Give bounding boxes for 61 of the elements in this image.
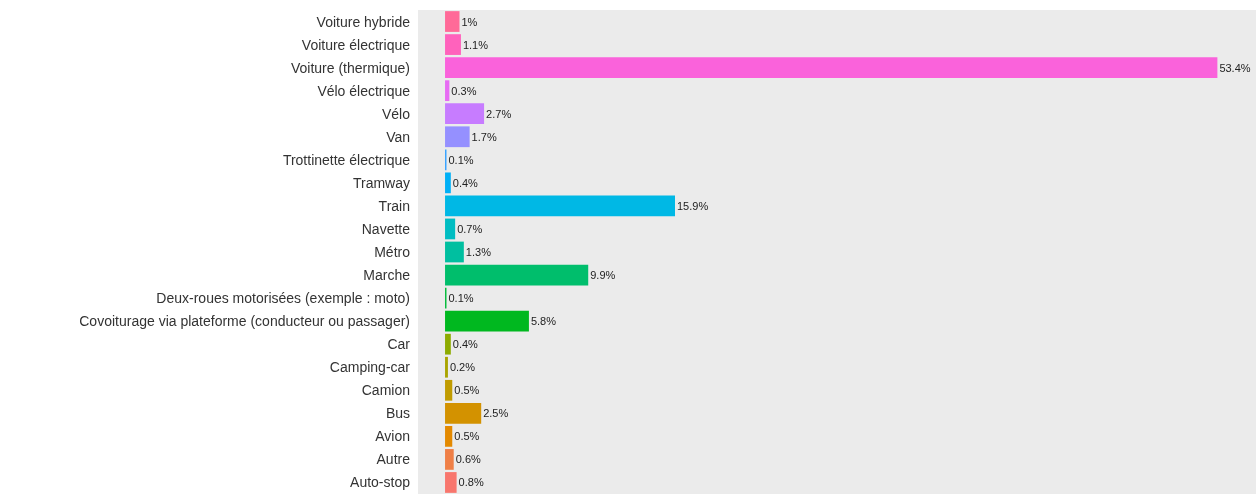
- data-label: 1.1%: [462, 38, 489, 51]
- y-tick-label: Marche: [363, 267, 411, 284]
- y-tick-label: Auto-stop: [350, 474, 411, 491]
- bar: [445, 57, 1218, 78]
- bar: [445, 333, 451, 355]
- bar: [445, 449, 454, 470]
- data-label: 0.5%: [454, 384, 480, 397]
- y-tick-label: Voiture électrique: [301, 36, 411, 53]
- y-tick-label: Métro: [374, 244, 411, 260]
- bar: [445, 126, 470, 148]
- data-label: 1.7%: [471, 130, 497, 143]
- bar: [445, 426, 453, 447]
- y-tick-label: Voiture hybride: [316, 13, 411, 30]
- bar: [445, 241, 464, 263]
- y-tick-label: Van: [386, 128, 410, 145]
- data-label: 2.7%: [486, 107, 512, 120]
- data-label: 0.4%: [452, 338, 479, 351]
- data-label: 53.4%: [1219, 61, 1251, 74]
- data-label: 0.3%: [451, 84, 477, 97]
- bar: [445, 356, 448, 378]
- bar: [445, 172, 451, 194]
- data-label: 0.7%: [457, 222, 483, 235]
- bar: [445, 11, 460, 32]
- data-label: 0.4%: [452, 176, 479, 189]
- data-label: 2.5%: [483, 407, 509, 420]
- y-tick-label: Trottinette électrique: [282, 151, 411, 168]
- data-label: 0.8%: [458, 476, 484, 489]
- data-label: 1%: [461, 15, 478, 28]
- bar: [445, 379, 453, 401]
- bar: [445, 218, 456, 240]
- data-label: 0.2%: [449, 361, 476, 374]
- bar: [445, 34, 461, 55]
- y-tick-label: Tramway: [352, 174, 410, 191]
- y-tick-label: Avion: [375, 428, 410, 445]
- data-label: 9.9%: [590, 269, 616, 282]
- data-label: 0.5%: [454, 430, 480, 443]
- y-tick-label: Autre: [376, 451, 411, 468]
- y-tick-label: Bus: [385, 405, 410, 422]
- y-tick-label: Covoiturage via plateforme (conducteur ou passager): [79, 313, 410, 330]
- y-tick-label: Car: [387, 336, 411, 353]
- data-label: 0.1%: [448, 153, 474, 166]
- data-label: 1.3%: [465, 246, 492, 258]
- y-tick-label: Train: [378, 197, 410, 214]
- bar: [445, 310, 529, 332]
- y-tick-label: Voiture (thermique): [290, 59, 410, 76]
- y-tick-label: Camping-car: [329, 359, 411, 376]
- data-label: 15.9%: [677, 199, 709, 212]
- data-label: 5.8%: [530, 315, 557, 328]
- y-tick-label: Deux-roues motorisées (exemple : moto): [156, 290, 410, 307]
- bar: [445, 103, 485, 125]
- bar: [445, 402, 482, 424]
- y-tick-label: Vélo électrique: [317, 82, 411, 99]
- bar: [445, 472, 457, 493]
- y-tick-label: Vélo: [381, 105, 411, 122]
- data-label: 0.1%: [448, 292, 474, 305]
- data-label: 0.6%: [455, 453, 481, 466]
- bar: [445, 80, 450, 102]
- bar: [445, 264, 589, 286]
- y-tick-label: Camion: [361, 382, 410, 399]
- y-tick-label: Navette: [361, 220, 411, 237]
- bar: [445, 195, 675, 217]
